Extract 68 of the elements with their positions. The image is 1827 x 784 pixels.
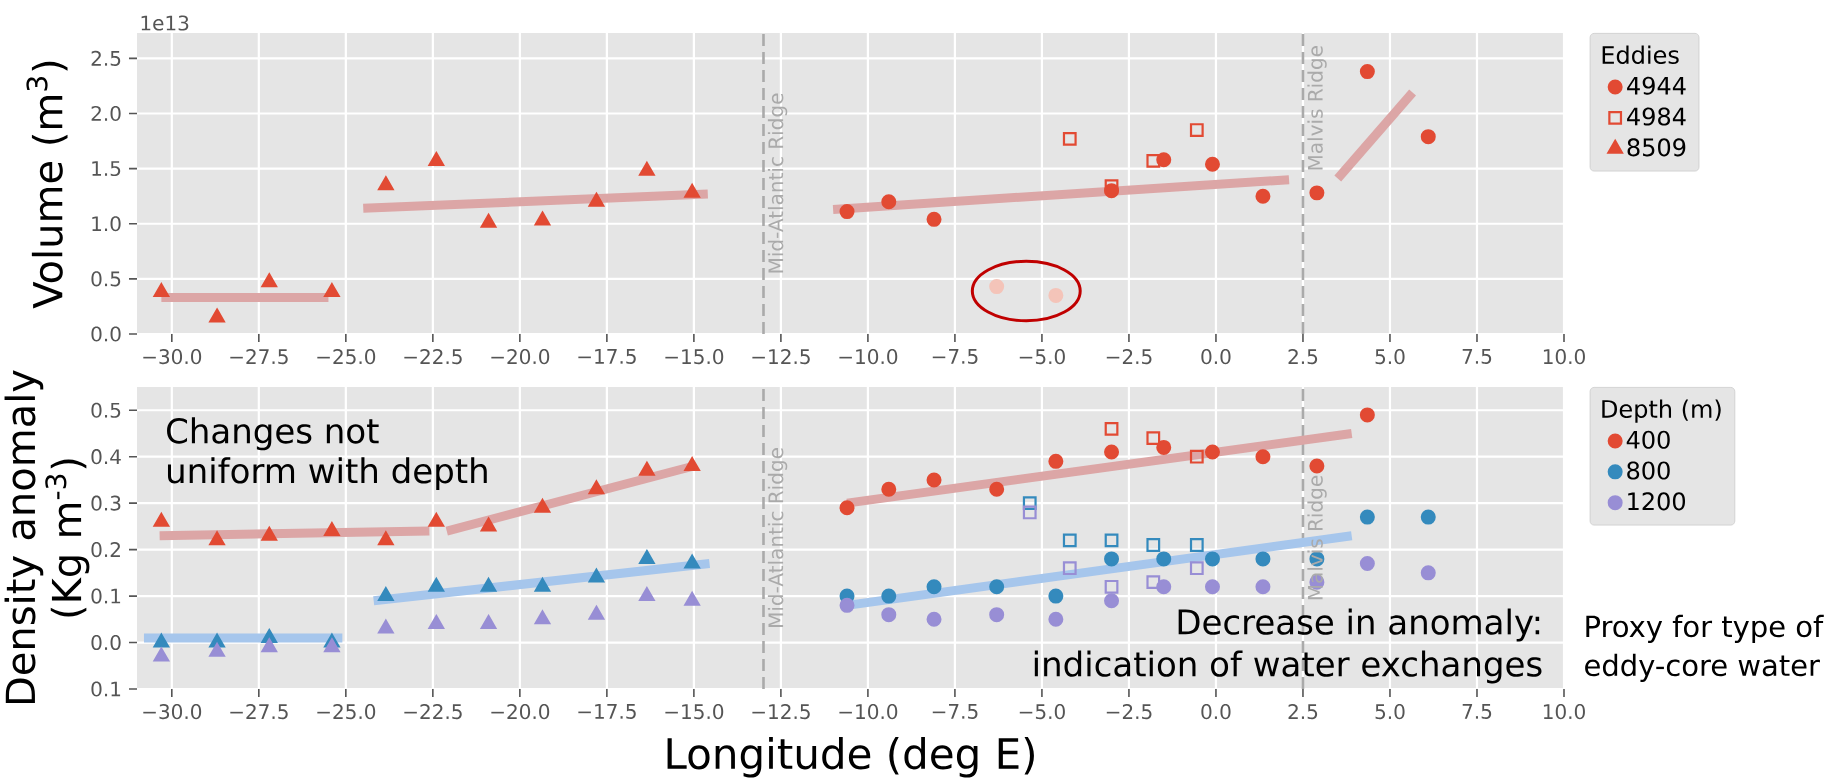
y-tick-label: 1.0: [92, 216, 121, 232]
y-tick-label: 0.3: [91, 495, 121, 511]
ref-line-label: Mid-Atlantic Ridge: [767, 93, 788, 273]
annotation: uniform with depth: [167, 457, 487, 491]
x-tick-label: −25.0: [317, 349, 376, 365]
ref-line-label: Mid-Atlantic Ridge: [767, 448, 788, 627]
text: 1e13: [141, 15, 189, 31]
ref-line-label: Malvis Ridge: [1307, 46, 1327, 170]
x-tick-label: 5.0: [1375, 704, 1405, 720]
x-tick-label: 7.5: [1462, 704, 1492, 719]
x-tick-label: −10.0: [839, 349, 898, 365]
legend-label: 1200: [1628, 492, 1686, 511]
y-axis-title: Density anomaly (Kg m$^{-3}$): [4, 370, 90, 704]
y-tick-label: 2.5: [91, 50, 121, 66]
legend-label: 400: [1626, 430, 1670, 449]
x-tick-label: −15.0: [665, 704, 724, 720]
x-tick-label: 5.0: [1375, 349, 1405, 365]
x-tick-label: −30.0: [143, 349, 202, 365]
y-tick-label: 0.2: [91, 542, 120, 558]
y-tick-label: 0.1: [91, 681, 121, 697]
annotation: Changes not: [167, 417, 379, 451]
x-tick-label: −22.5: [404, 704, 462, 720]
x-tick-label: −17.5: [578, 349, 636, 364]
x-tick-label: −7.5: [932, 704, 978, 719]
y-tick-label: 0.5: [91, 402, 121, 418]
x-tick-label: −27.5: [230, 349, 288, 365]
x-tick-label: 2.5: [1288, 349, 1318, 365]
x-tick-label: −22.5: [404, 349, 462, 365]
x-tick-label: 2.5: [1288, 704, 1318, 720]
x-tick-label: −2.5: [1106, 704, 1152, 720]
x-tick-label: 10.0: [1543, 349, 1585, 365]
x-tick-label: −30.0: [143, 704, 202, 720]
y-tick-label: 0.5: [91, 271, 121, 287]
y-tick-label: 0.0: [91, 326, 121, 342]
x-tick-label: −12.5: [752, 704, 810, 720]
x-tick-label: −5.0: [1019, 349, 1065, 365]
y-tick-label: 2.0: [91, 105, 121, 122]
legend-title: Eddies: [1602, 45, 1679, 64]
y-axis-title: Volume (m$^{3}$): [26, 61, 68, 309]
annotation: Decrease in anomaly:: [1178, 608, 1540, 642]
legend-label: 4944: [1627, 76, 1686, 95]
legend-title: Depth (m): [1602, 399, 1721, 423]
x-tick-label: −20.0: [491, 349, 550, 365]
x-tick-label: −5.0: [1019, 704, 1065, 720]
x-tick-label: 0.0: [1201, 349, 1231, 365]
x-tick-label: −17.5: [578, 704, 636, 719]
x-tick-label: 0.0: [1201, 704, 1231, 720]
x-tick-label: −20.0: [491, 704, 550, 720]
text: Proxy for type of: [1586, 614, 1824, 643]
x-tick-label: 10.0: [1543, 704, 1585, 720]
y-tick-label: 0.4: [91, 449, 121, 465]
legend-label: 8509: [1627, 138, 1686, 157]
x-tick-label: −15.0: [665, 349, 724, 365]
y-tick-label: 1.5: [92, 161, 121, 177]
x-tick-label: 7.5: [1462, 349, 1492, 364]
x-axis-title: Longitude (deg E): [667, 736, 1034, 778]
text: eddy-core water: [1585, 653, 1820, 682]
y-tick-label: 0.1: [91, 588, 121, 604]
y-tick-label: 0.0: [91, 634, 121, 651]
x-tick-label: −25.0: [317, 704, 376, 720]
x-tick-label: −12.5: [752, 349, 810, 365]
legend-label: 800: [1627, 461, 1670, 480]
x-tick-label: −7.5: [932, 349, 978, 364]
x-tick-label: −2.5: [1106, 349, 1152, 365]
legend-label: 4984: [1627, 107, 1686, 126]
x-tick-label: −27.5: [230, 704, 288, 720]
x-tick-label: −10.0: [839, 704, 898, 720]
annotation: indication of water exchanges: [1034, 650, 1542, 684]
